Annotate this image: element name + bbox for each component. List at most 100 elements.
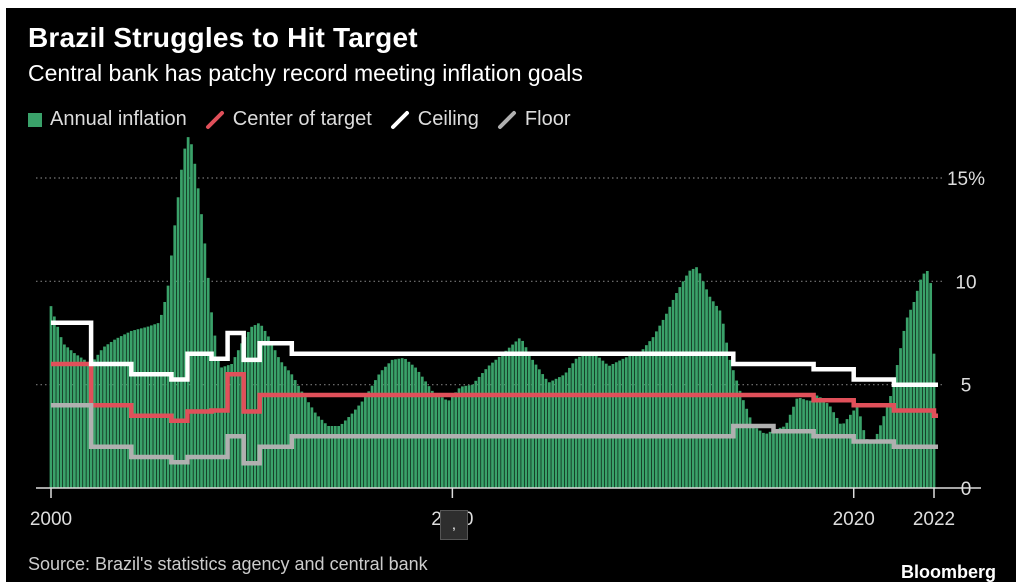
inflation-bar bbox=[845, 419, 849, 488]
inflation-bar bbox=[447, 400, 451, 488]
inflation-bar bbox=[327, 426, 330, 488]
inflation-bar bbox=[106, 344, 110, 488]
inflation-bar bbox=[123, 334, 126, 488]
inflation-bar bbox=[113, 339, 116, 488]
inflation-bar bbox=[253, 325, 257, 488]
inflation-bar bbox=[180, 169, 183, 488]
chart-legend: Annual inflation Center of target Ceilin… bbox=[28, 108, 588, 131]
inflation-bar bbox=[387, 363, 391, 488]
inflation-bar bbox=[741, 400, 745, 488]
inflation-bar bbox=[83, 359, 86, 488]
legend-item-ceiling: Ceiling bbox=[390, 108, 479, 131]
inflation-bar bbox=[176, 197, 180, 489]
inflation-bar bbox=[139, 328, 143, 488]
inflation-bar bbox=[263, 330, 267, 488]
legend-swatch-floor bbox=[497, 110, 516, 129]
inflation-bar bbox=[119, 336, 123, 488]
inflation-bar bbox=[417, 371, 421, 488]
inflation-bar bbox=[828, 406, 832, 488]
inflation-bar bbox=[782, 426, 785, 488]
inflation-bar bbox=[738, 390, 742, 488]
x-tick-label-2000: 2000 bbox=[30, 509, 72, 530]
inflation-bar bbox=[925, 271, 929, 488]
inflation-bar bbox=[745, 408, 749, 488]
target-lines bbox=[51, 320, 938, 466]
inflation-bar bbox=[357, 405, 361, 488]
inflation-bar bbox=[203, 243, 207, 488]
inflation-bar bbox=[879, 425, 882, 488]
inflation-bar bbox=[618, 360, 621, 488]
inflation-bar bbox=[855, 406, 859, 488]
inflation-bar bbox=[842, 423, 846, 488]
legend-label-floor: Floor bbox=[524, 108, 571, 130]
inflation-bar bbox=[822, 400, 825, 488]
inflation-bar bbox=[507, 347, 511, 488]
inflation-bar bbox=[795, 398, 799, 488]
inflation-bar bbox=[273, 350, 277, 488]
inflation-bar bbox=[651, 337, 655, 488]
inflation-bar bbox=[604, 363, 608, 488]
inflation-bar bbox=[514, 341, 518, 488]
inflation-bar bbox=[899, 348, 902, 488]
inflation-bar bbox=[491, 362, 494, 488]
inflation-bar bbox=[377, 374, 381, 488]
inflation-bar bbox=[865, 439, 869, 488]
inflation-bar bbox=[849, 414, 852, 488]
inflation-bar bbox=[872, 442, 876, 488]
inflation-bar bbox=[400, 358, 404, 488]
legend-swatch-center-of-target bbox=[205, 110, 224, 129]
inflation-bar bbox=[350, 413, 354, 488]
inflation-bar bbox=[116, 337, 120, 488]
inflation-bar bbox=[591, 351, 595, 488]
legend-label-annual-inflation: Annual inflation bbox=[50, 108, 187, 130]
inflation-bar bbox=[364, 396, 367, 488]
inflation-bar bbox=[69, 350, 73, 488]
inflation-bar bbox=[76, 355, 80, 488]
inflation-bar bbox=[628, 355, 632, 488]
inflation-bar bbox=[487, 365, 491, 488]
inflation-bar bbox=[675, 293, 678, 488]
inflation-bar bbox=[414, 367, 417, 488]
cursor-tooltip: , bbox=[440, 510, 468, 540]
inflation-bar bbox=[504, 350, 508, 488]
inflation-bar bbox=[631, 354, 635, 488]
inflation-bar bbox=[96, 354, 100, 488]
series-line-center-of-target bbox=[51, 361, 938, 424]
inflation-bar bbox=[93, 359, 96, 488]
inflation-bar bbox=[685, 275, 688, 488]
inflation-bar bbox=[594, 354, 598, 488]
y-tick-label-10: 10 bbox=[955, 272, 976, 293]
inflation-bar bbox=[287, 370, 290, 488]
inflation-bar bbox=[725, 342, 729, 488]
inflation-bar bbox=[802, 399, 805, 488]
inflation-bar bbox=[223, 366, 227, 488]
inflation-bar bbox=[66, 347, 70, 488]
legend-swatch-annual-inflation bbox=[28, 112, 42, 127]
inflation-bar bbox=[133, 330, 136, 488]
inflation-bar bbox=[337, 426, 341, 488]
inflation-bar bbox=[614, 362, 618, 488]
y-tick-label-15: 15% bbox=[947, 169, 985, 190]
inflation-bar bbox=[588, 352, 591, 488]
inflation-bar bbox=[527, 353, 531, 488]
inflation-bar bbox=[665, 313, 668, 488]
inflation-bar bbox=[571, 363, 575, 488]
inflation-bar bbox=[778, 427, 782, 488]
brand-logo: Bloomberg bbox=[900, 562, 996, 582]
inflation-bar bbox=[170, 255, 173, 488]
inflation-bar bbox=[698, 273, 702, 488]
inflation-bar bbox=[250, 326, 254, 488]
inflation-bar bbox=[210, 312, 213, 488]
inflation-bar bbox=[310, 407, 314, 488]
inflation-bar bbox=[601, 360, 605, 488]
inflation-bar bbox=[932, 353, 936, 488]
inflation-bar bbox=[156, 323, 160, 488]
chart-subtitle: Central bank has patchy record meeting i… bbox=[28, 60, 583, 86]
inflation-bar bbox=[230, 364, 233, 488]
inflation-bar bbox=[63, 344, 66, 488]
inflation-bar bbox=[624, 357, 628, 488]
grid-layer bbox=[36, 177, 944, 386]
legend-item-center-of-target: Center of target bbox=[205, 108, 372, 131]
